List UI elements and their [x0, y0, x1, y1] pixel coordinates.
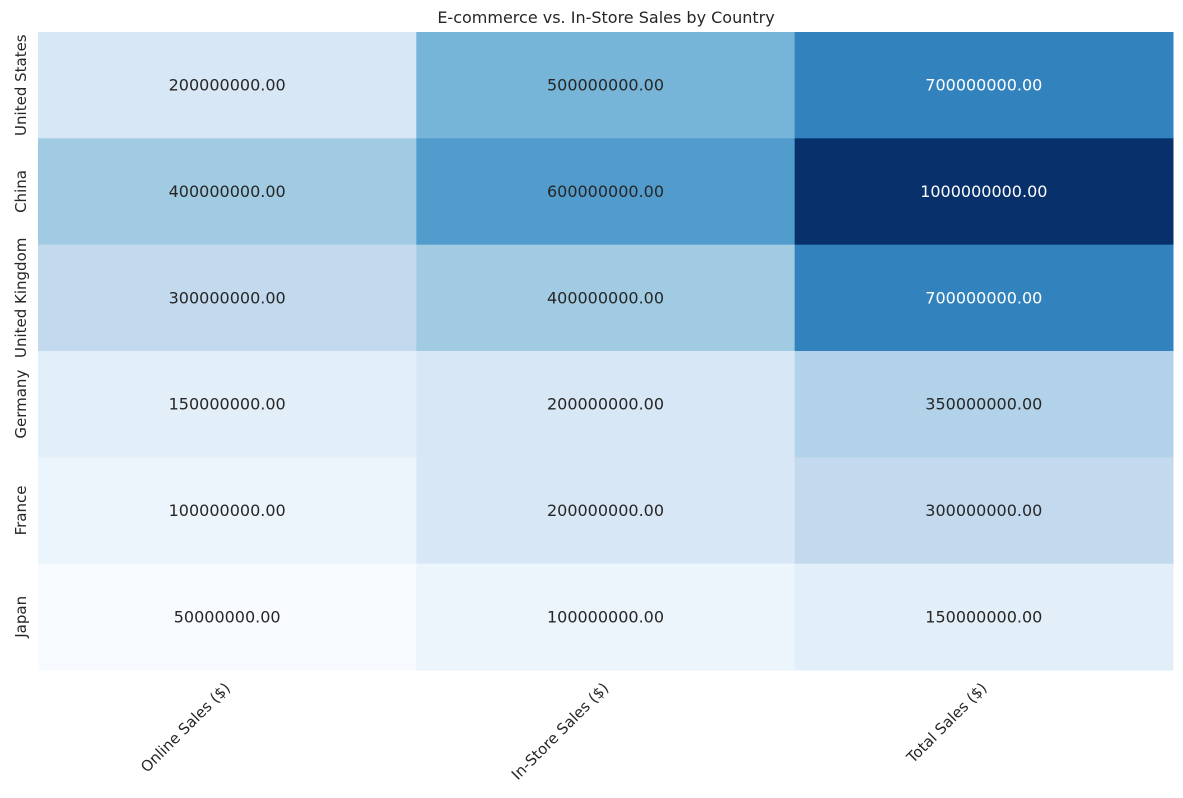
cell-value-label: 700000000.00	[925, 76, 1042, 95]
chart-title: E-commerce vs. In-Store Sales by Country	[437, 8, 774, 27]
heatmap-cell	[416, 32, 796, 139]
heatmap-cell	[38, 32, 417, 139]
cell-value-label: 300000000.00	[169, 288, 286, 307]
row-label: United States	[12, 34, 30, 136]
column-label: Online Sales ($)	[137, 679, 234, 776]
row-label: United Kingdom	[12, 238, 30, 358]
cell-value-label: 200000000.00	[547, 395, 664, 414]
cell-value-label: 150000000.00	[169, 395, 286, 414]
cell-value-label: 400000000.00	[547, 288, 664, 307]
column-label: Total Sales ($)	[902, 679, 990, 767]
heatmap-cell	[38, 457, 417, 565]
cell-value-label: 1000000000.00	[920, 182, 1047, 201]
heatmap-cell	[416, 350, 796, 458]
heatmap-cell	[38, 563, 417, 671]
cell-value-label: 100000000.00	[169, 501, 286, 520]
cell-value-label: 200000000.00	[547, 501, 664, 520]
column-label: In-Store Sales ($)	[508, 679, 612, 783]
row-label: France	[12, 486, 30, 536]
cell-value-label: 350000000.00	[925, 395, 1042, 414]
cell-value-label: 300000000.00	[925, 501, 1042, 520]
cell-value-label: 50000000.00	[174, 607, 281, 626]
heatmap-cells	[38, 32, 1174, 671]
row-label: Germany	[12, 370, 30, 439]
heatmap-cell	[794, 563, 1174, 671]
heatmap-cell	[794, 32, 1174, 139]
row-label: Japan	[12, 596, 30, 639]
cell-value-label: 600000000.00	[547, 182, 664, 201]
cell-value-label: 400000000.00	[169, 182, 286, 201]
cell-value-label: 500000000.00	[547, 76, 664, 95]
column-labels: Online Sales ($) In-Store Sales ($) Total …	[137, 679, 991, 783]
heatmap-cell	[794, 244, 1174, 352]
heatmap-cell	[416, 457, 796, 565]
cell-value-label: 150000000.00	[925, 607, 1042, 626]
row-label: China	[12, 170, 30, 213]
cell-value-label: 100000000.00	[547, 607, 664, 626]
heatmap-cell	[416, 244, 796, 352]
heatmap-cell	[38, 138, 417, 246]
heatmap-cell	[794, 138, 1174, 246]
heatmap-cell	[38, 350, 417, 458]
heatmap-cell-labels: 200000000.00 500000000.00 700000000.00 4000…	[169, 76, 1048, 627]
heatmap-cell	[416, 563, 796, 671]
heatmap-cell	[794, 350, 1174, 458]
heatmap-cell	[38, 244, 417, 352]
cell-value-label: 700000000.00	[925, 288, 1042, 307]
cell-value-label: 200000000.00	[169, 76, 286, 95]
heatmap-cell	[416, 138, 796, 246]
row-labels: United States China United Kingdom Germany F…	[12, 34, 30, 639]
heatmap-cell	[794, 457, 1174, 565]
